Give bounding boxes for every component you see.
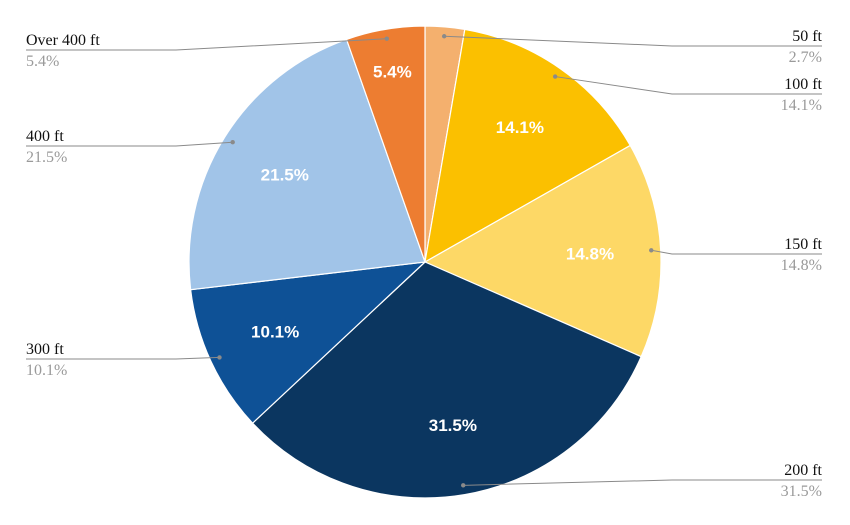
leader-line-50-ft: [444, 35, 822, 47]
category-percent-50-ft: 2.7%: [789, 49, 822, 66]
data-label-400-ft: 21.5%: [261, 166, 309, 185]
leader-line-over-400-ft: [26, 38, 387, 51]
category-label-over-400-ft: Over 400 ft: [26, 32, 100, 49]
slice-200-ft: [251, 261, 642, 499]
pie-slices: [188, 25, 662, 499]
leader-line-100-ft: [555, 76, 822, 95]
category-percent-150-ft: 14.8%: [781, 257, 822, 274]
leader-line-400-ft: [26, 141, 233, 147]
category-percent-400-ft: 21.5%: [26, 149, 67, 166]
category-label-200-ft: 200 ft: [784, 462, 822, 479]
slice-over-400-ft: [345, 25, 426, 263]
category-label-300-ft: 300 ft: [26, 341, 64, 358]
slice-100-ft: [424, 28, 632, 264]
slice-300-ft: [189, 261, 427, 425]
category-label-50-ft: 50 ft: [792, 28, 822, 45]
category-percent-200-ft: 31.5%: [781, 483, 822, 500]
slice-150-ft: [423, 144, 662, 358]
outside-labels: 50 ft 2.7% 100 ft 14.1% 150 ft 14.8% 200 ft 31.…: [26, 28, 823, 500]
leader-dot-50-ft: [441, 34, 447, 39]
data-label-100-ft: 14.1%: [496, 118, 544, 137]
category-percent-300-ft: 10.1%: [26, 362, 67, 379]
data-label-300-ft: 10.1%: [251, 323, 299, 342]
slice-400-ft: [188, 38, 426, 291]
leader-line-300-ft: [26, 356, 220, 360]
data-label-200-ft: 31.5%: [429, 416, 477, 435]
category-percent-over-400-ft: 5.4%: [26, 53, 59, 70]
leader-line-150-ft: [651, 249, 822, 255]
category-label-400-ft: 400 ft: [26, 128, 64, 145]
category-percent-100-ft: 14.1%: [781, 97, 822, 114]
category-label-100-ft: 100 ft: [784, 76, 822, 93]
leader-lines: [26, 34, 822, 488]
data-label-150-ft: 14.8%: [566, 244, 614, 263]
slice-data-labels: 14.1% 14.8% 31.5% 10.1% 21.5% 5.4%: [251, 62, 614, 435]
data-label-over-400-ft: 5.4%: [373, 62, 412, 81]
category-label-150-ft: 150 ft: [784, 236, 822, 253]
leader-line-200-ft: [463, 479, 822, 486]
